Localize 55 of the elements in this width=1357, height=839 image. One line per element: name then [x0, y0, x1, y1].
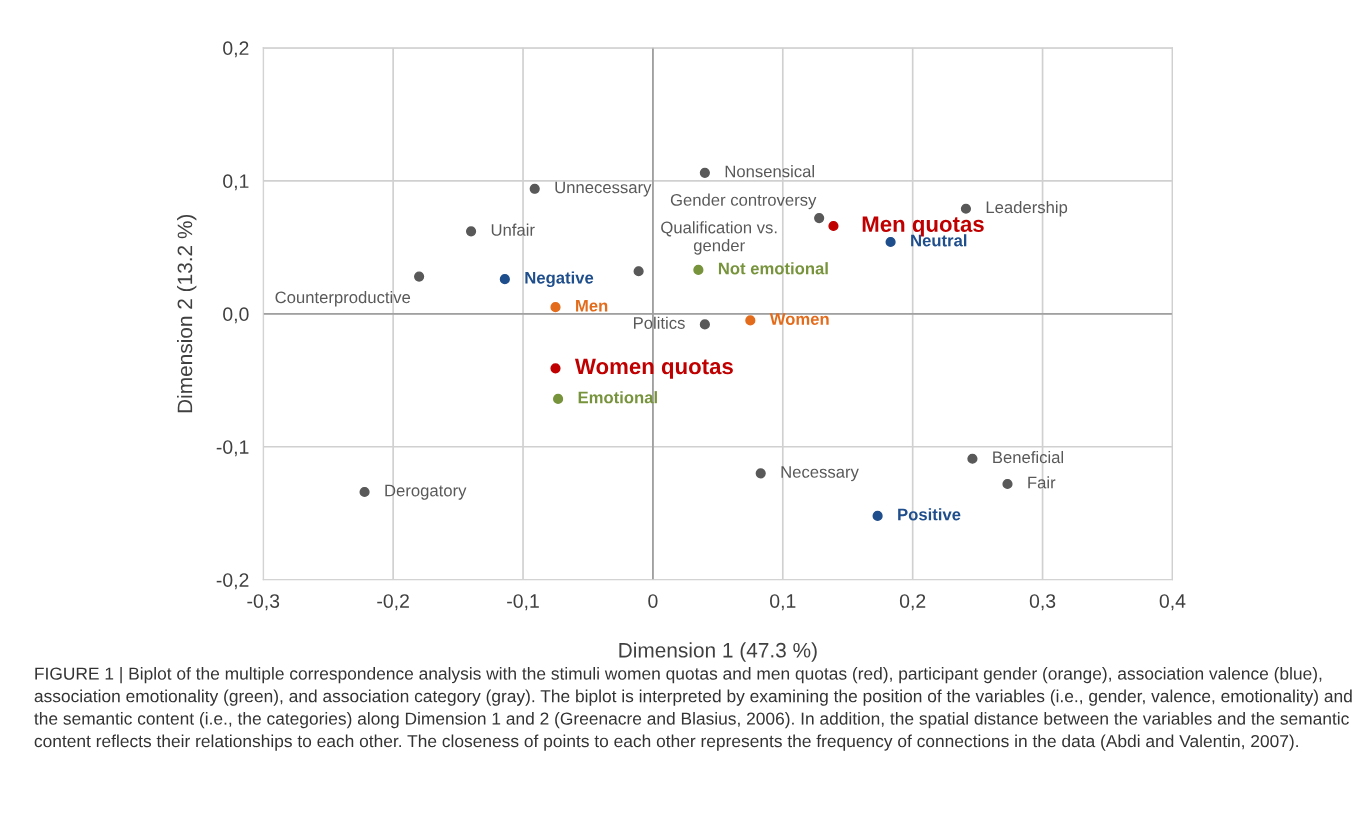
x-tick-label: 0,2 [899, 594, 926, 611]
data-label: Leadership [986, 200, 1068, 217]
y-tick-label: 0,1 [223, 174, 249, 191]
x-tick-label: 0,1 [770, 594, 796, 611]
x-axis-title: Dimension 1 (47.3 %) [619, 642, 817, 662]
point [529, 183, 540, 194]
data-label: Women quotas [574, 358, 733, 379]
point [828, 220, 839, 232]
y-tick-label: 0,0 [223, 307, 249, 324]
point [693, 264, 704, 275]
y-tick-label: -0,2 [216, 573, 249, 590]
data-label: Gender controversy [670, 193, 817, 210]
data-label: Women [769, 313, 829, 325]
point [499, 274, 510, 285]
point [699, 319, 710, 330]
data-label: Derogatory [385, 484, 467, 500]
caption: FIGURE 1 | Biplot of the multiple correspondence analysis with the stimuli women quotas and men quotas (red), participant gender (orange), association valence (blue), association emotionality (green), and association category (gray). The biplot is interpreted by examining the position of the variables (i.e., gender, valence, emotionality) and the semantic content (i.e., the categories) along Dimension 1 and 2 (Greenacre and Blasius, 2006). In addition, the spatial distance between the variables and the semantic content reflects their relationships to each other. The closeness of points to each other represents the frequency of connections in the data (Abdi and Valentin, 2007). [34, 667, 1352, 751]
data-label: Counterproductive [275, 291, 411, 307]
data-label: Emotional [578, 391, 657, 404]
point [699, 167, 710, 178]
x-tick-label: -0,3 [247, 594, 280, 611]
x-tick-label: 0,3 [1029, 594, 1056, 611]
x-tick-label: -0,1 [507, 594, 539, 611]
data-label: Positive [898, 508, 961, 521]
x-tick-label: 0 [648, 594, 658, 608]
point [359, 486, 370, 498]
y-axis-title: Dimension 2 (13.2 %) [177, 214, 197, 413]
data-label: Qualification vs. gender [661, 221, 777, 255]
data-label: Necessary [781, 466, 859, 482]
point [1002, 478, 1013, 490]
point [633, 266, 644, 277]
point [960, 203, 972, 214]
point [814, 212, 825, 224]
point [465, 226, 477, 237]
point [414, 271, 425, 282]
x-tick-label: 0,4 [1159, 594, 1186, 611]
data-label: Fair [1028, 476, 1056, 489]
data-label: Beneficial [993, 450, 1064, 464]
y-tick-label: 0,2 [223, 41, 249, 58]
x-tick-label: -0,2 [377, 594, 409, 611]
data-label: Nonsensical [725, 165, 814, 178]
data-label: Unfair [491, 223, 535, 236]
point [550, 302, 561, 313]
point [885, 236, 896, 248]
point [755, 468, 766, 479]
y-tick-label: -0,1 [216, 440, 249, 457]
data-label: Men [576, 299, 608, 312]
point [872, 510, 883, 522]
data-label: Negative [525, 271, 594, 288]
point [550, 363, 561, 374]
data-label: Unnecessary [555, 181, 652, 197]
point [553, 393, 564, 404]
point [967, 453, 978, 464]
data-label: Not emotional [718, 262, 828, 275]
point [745, 315, 756, 326]
